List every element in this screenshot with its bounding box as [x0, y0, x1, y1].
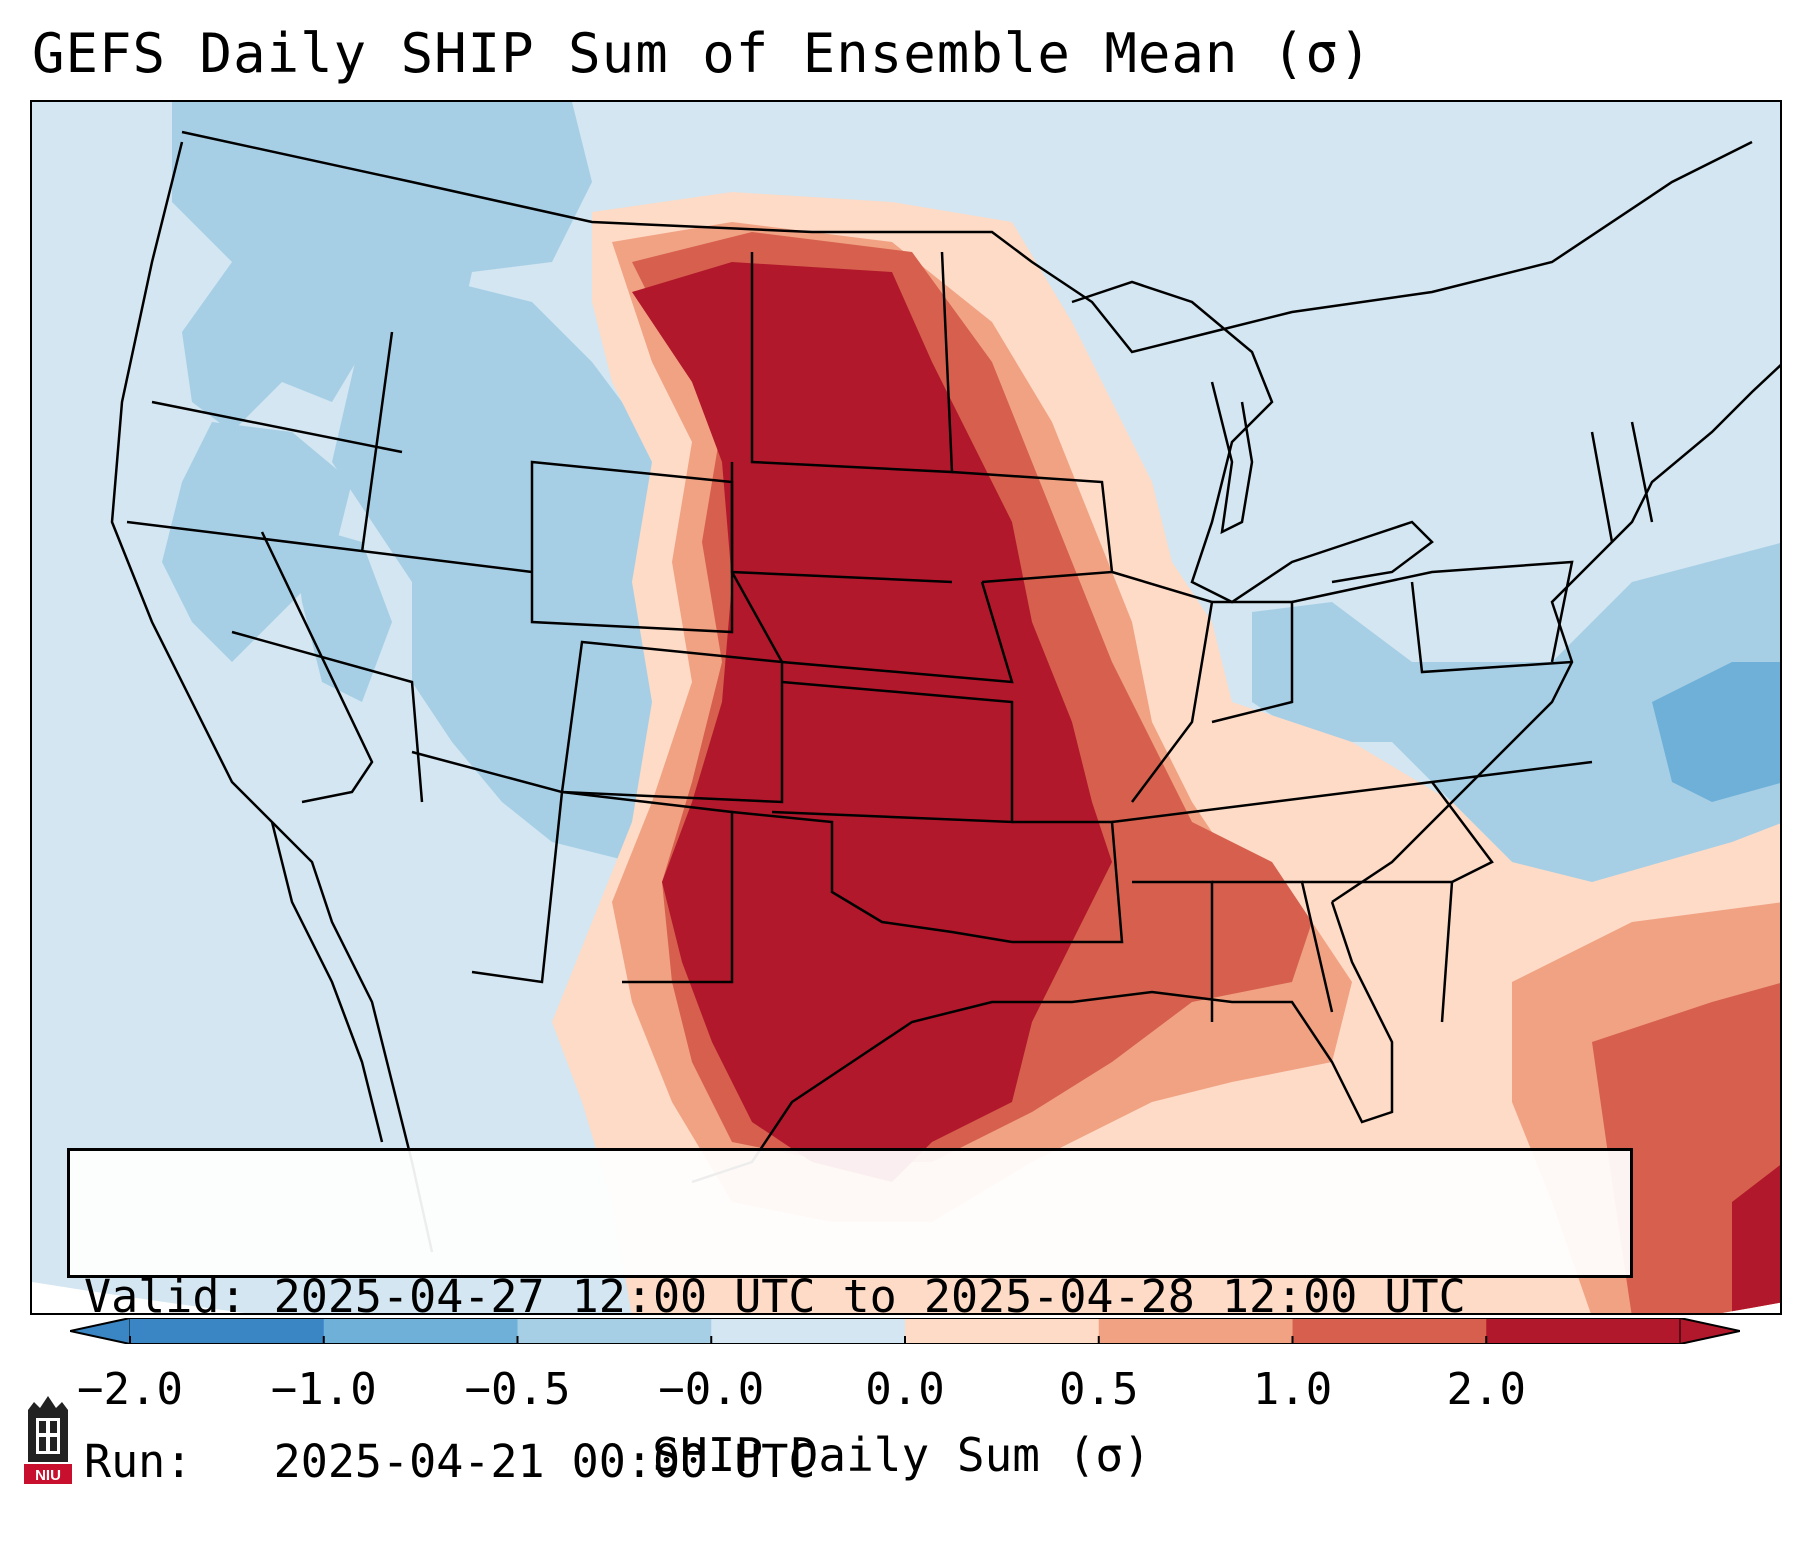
- colorbar-tick-label: 0.0: [865, 1364, 945, 1415]
- map-panel: [30, 100, 1782, 1315]
- anomaly-region-extreme-positive: [632, 262, 1112, 1182]
- us-canada-border: [181, 130, 1753, 354]
- state-border: [360, 331, 394, 553]
- map-canvas: [32, 102, 1780, 1313]
- anomaly-region-negative: [1252, 542, 1780, 902]
- state-border: [1431, 781, 1494, 884]
- colorbar-tick-label: −1.0: [270, 1364, 377, 1415]
- colorbar-segment: [1098, 1318, 1293, 1344]
- colorbar-segment: [130, 1318, 325, 1344]
- colorbar-segment: [1486, 1318, 1681, 1344]
- valid-time-line: Valid: 2025-04-27 12:00 UTC to 2025-04-2…: [84, 1270, 1466, 1323]
- colorbar-tick-label: −0.0: [658, 1364, 765, 1415]
- valid-run-info-box: Valid: 2025-04-27 12:00 UTC to 2025-04-2…: [67, 1148, 1633, 1488]
- logo-text: NIU: [35, 1467, 61, 1484]
- state-border: [730, 571, 1014, 684]
- colorbar-extend-high: [1679, 1318, 1740, 1344]
- state-border: [260, 531, 374, 804]
- state-border: [126, 520, 533, 574]
- gulf-coast: [691, 901, 1394, 1184]
- colorbar-tick-label: −2.0: [77, 1364, 183, 1415]
- lake-michigan: [1210, 381, 1254, 535]
- colorbar-segment: [323, 1318, 518, 1344]
- state-border: [1291, 560, 1574, 663]
- run-time-line: Run: 2025-04-21 00:00 UTC: [84, 1435, 816, 1488]
- anomaly-region-negative: [1652, 662, 1780, 802]
- colorbar-segment: [905, 1318, 1100, 1344]
- great-lakes: [1071, 280, 1434, 604]
- state-border: [231, 630, 424, 803]
- baja-peninsula: [270, 821, 384, 1143]
- state-border: [1012, 820, 1124, 944]
- state-border: [750, 251, 954, 474]
- state-border: [951, 470, 1114, 584]
- anomaly-field: [32, 102, 1780, 1313]
- niu-logo: NIU: [24, 1396, 72, 1484]
- west-coast: [110, 141, 434, 1253]
- anomaly-region-negative: [162, 422, 352, 662]
- map-title: GEFS Daily SHIP Sum of Ensemble Mean (σ): [32, 22, 1373, 85]
- colorbar-extend-low: [70, 1318, 131, 1344]
- colorbar-label: SHIP Daily Sum (σ): [652, 1428, 1151, 1482]
- state-border: [151, 400, 403, 454]
- colorbar: [70, 1318, 1740, 1344]
- colorbar-tick-label: 1.0: [1252, 1364, 1333, 1415]
- state-border: [1410, 581, 1573, 674]
- anomaly-region-negative: [292, 522, 392, 702]
- state-border: [731, 810, 1013, 944]
- state-border: [530, 460, 734, 634]
- state-border: [1211, 600, 1294, 724]
- anomaly-region-negative: [172, 102, 592, 432]
- colorbar-segment: [711, 1318, 906, 1344]
- state-border: [560, 640, 784, 804]
- state-border: [771, 680, 1014, 824]
- state-border: [561, 790, 734, 984]
- state-border: [1111, 570, 1214, 803]
- state-border: [1590, 421, 1654, 543]
- colorbar-tick-label: 2.0: [1446, 1364, 1526, 1415]
- state-border: [411, 750, 564, 984]
- anomaly-region-negative: [332, 282, 672, 862]
- colorbar-tick-label: 0.5: [1059, 1364, 1139, 1415]
- colorbar-segment: [1292, 1318, 1487, 1344]
- colorbar-tick-label: −0.5: [464, 1364, 571, 1415]
- map-borders: [110, 130, 1780, 1253]
- east-coast: [1331, 364, 1780, 904]
- anomaly-region-extreme-positive: [1732, 1162, 1780, 1313]
- colorbar-segment: [517, 1318, 712, 1344]
